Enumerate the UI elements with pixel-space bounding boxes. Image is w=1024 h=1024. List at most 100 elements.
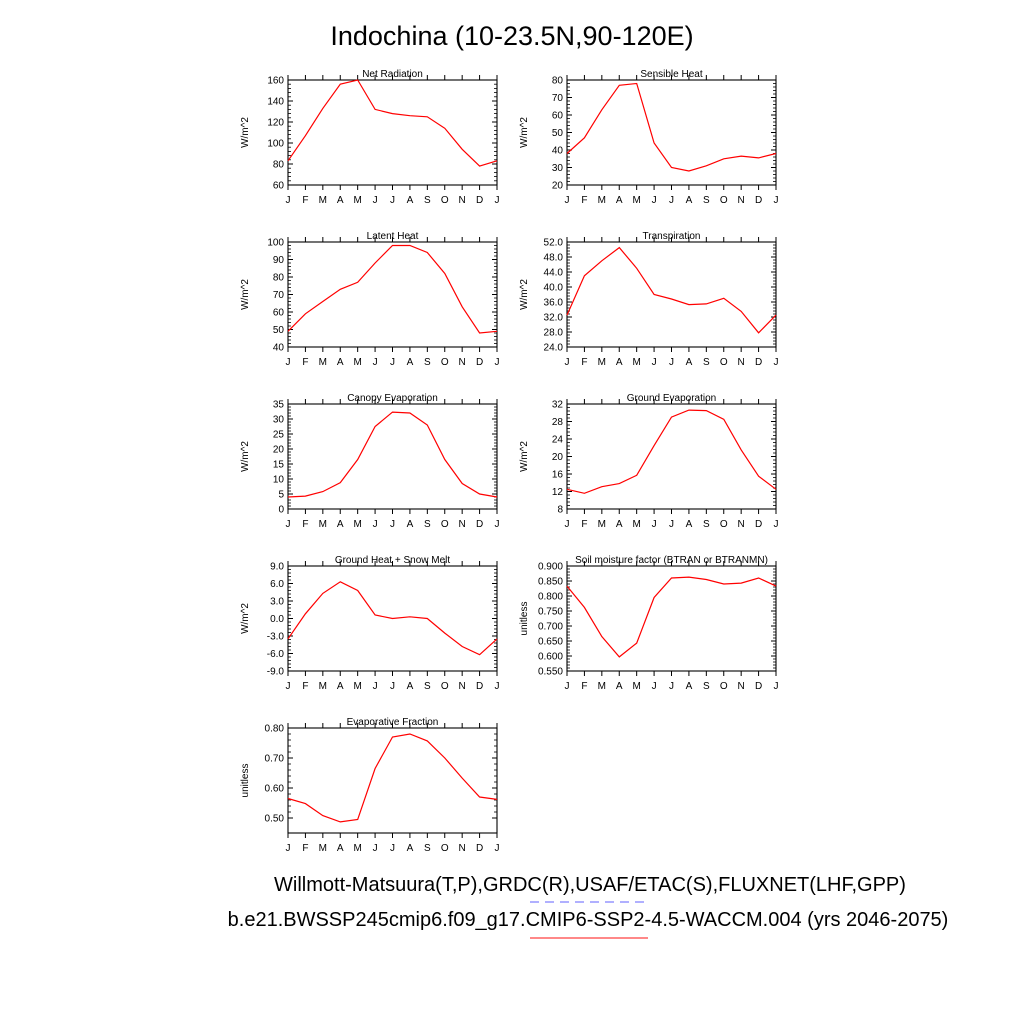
x-tick-label: M (319, 357, 327, 368)
series-line (566, 576, 777, 658)
x-tick-label: M (598, 357, 606, 368)
y-tick-label: 90 (273, 255, 285, 266)
x-tick-label: A (686, 357, 693, 368)
x-tick-label: J (373, 519, 378, 530)
panel-title: Net Radiation (362, 69, 423, 80)
y-tick-label: 8 (557, 505, 563, 516)
x-tick-label: J (495, 681, 500, 692)
y-tick-label: 24.0 (544, 343, 564, 354)
x-tick-label: J (669, 357, 674, 368)
y-tick-label: 44.0 (544, 268, 564, 279)
plot-frame (287, 727, 498, 834)
x-tick-label: J (565, 357, 570, 368)
y-tick-label: 25 (273, 430, 285, 441)
y-tick-label: -3.0 (267, 632, 285, 643)
panel-title: Canopy Evaporation (347, 393, 438, 404)
x-tick-label: O (720, 681, 728, 692)
panel-9: Evaporative Fraction unitless 0.50 0.60 0.70… (240, 717, 500, 854)
x-tick-label: O (441, 681, 449, 692)
x-tick-label: J (373, 195, 378, 206)
y-tick-label: 100 (267, 238, 284, 249)
x-tick-label: A (407, 681, 414, 692)
x-tick-label: J (286, 357, 291, 368)
y-tick-label: 30 (273, 415, 285, 426)
y-tick-label: 70 (552, 93, 564, 104)
y-tick-label: 12 (552, 487, 564, 498)
x-tick-label: F (302, 519, 308, 530)
y-tick-label: 0.650 (538, 637, 563, 648)
y-tick-label: 0.60 (265, 784, 285, 795)
x-tick-label: A (686, 195, 693, 206)
x-tick-label: J (669, 681, 674, 692)
x-tick-label: M (319, 843, 327, 854)
y-tick-label: 35 (273, 400, 285, 411)
y-tick-label: 52.0 (544, 238, 564, 249)
x-tick-label: F (302, 357, 308, 368)
x-tick-label: A (616, 519, 623, 530)
x-tick-label: A (337, 519, 344, 530)
series-line (287, 411, 498, 498)
series-line (566, 82, 777, 172)
x-tick-label: S (424, 681, 431, 692)
y-tick-label: 60 (273, 181, 285, 192)
x-tick-label: J (774, 195, 779, 206)
x-tick-label: N (459, 681, 466, 692)
y-tick-label: 16 (552, 470, 564, 481)
series-line (287, 733, 498, 823)
y-tick-label: -6.0 (267, 649, 285, 660)
y-tick-label: 28.0 (544, 328, 564, 339)
x-tick-label: S (703, 195, 710, 206)
x-tick-label: D (476, 519, 483, 530)
x-tick-label: S (424, 357, 431, 368)
y-axis-label: W/m^2 (519, 117, 530, 148)
x-tick-label: J (565, 195, 570, 206)
x-tick-label: J (565, 519, 570, 530)
x-tick-label: J (774, 681, 779, 692)
y-tick-label: 0.0 (270, 614, 284, 625)
y-axis-label: unitless (240, 764, 251, 798)
x-tick-label: S (703, 681, 710, 692)
x-tick-label: M (319, 195, 327, 206)
plot-frame (287, 241, 498, 348)
footer-line-2: b.e21.BWSSP245cmip6.f09_g17.CMIP6-SSP2-4… (228, 909, 949, 931)
x-tick-label: M (353, 519, 361, 530)
plot-frame (566, 403, 777, 510)
x-tick-label: D (755, 195, 762, 206)
x-tick-label: J (774, 357, 779, 368)
y-tick-label: 24 (552, 435, 564, 446)
x-tick-label: S (424, 195, 431, 206)
y-tick-label: 80 (552, 76, 564, 87)
x-tick-label: D (476, 681, 483, 692)
y-tick-label: 160 (267, 76, 284, 87)
x-tick-label: J (373, 357, 378, 368)
plot-frame (287, 79, 498, 186)
x-tick-label: O (720, 519, 728, 530)
panel-7: Ground Heat + Snow Melt W/m^2 -9.0 -6.0 -3.0… (240, 555, 500, 692)
x-tick-label: J (286, 843, 291, 854)
x-tick-label: N (738, 681, 745, 692)
panel-8: Soil moisture factor (BTRAN or BTRANMN) u… (519, 555, 779, 692)
y-tick-label: 48.0 (544, 253, 564, 264)
x-tick-label: S (703, 357, 710, 368)
x-tick-label: O (441, 195, 449, 206)
panel-title: Soil moisture factor (BTRAN or BTRANMN) (575, 555, 768, 566)
y-tick-label: -9.0 (267, 667, 285, 678)
x-tick-label: A (337, 681, 344, 692)
x-tick-label: D (476, 195, 483, 206)
x-tick-label: M (353, 195, 361, 206)
x-tick-label: J (495, 519, 500, 530)
x-tick-label: A (407, 843, 414, 854)
y-tick-label: 9.0 (270, 562, 284, 573)
x-tick-label: N (459, 195, 466, 206)
y-tick-label: 0.600 (538, 652, 563, 663)
x-tick-label: A (616, 195, 623, 206)
y-tick-label: 120 (267, 118, 284, 129)
x-tick-label: D (476, 843, 483, 854)
x-tick-label: O (441, 843, 449, 854)
x-tick-label: F (581, 681, 587, 692)
x-tick-label: O (720, 195, 728, 206)
x-tick-label: N (459, 843, 466, 854)
x-tick-label: A (686, 681, 693, 692)
